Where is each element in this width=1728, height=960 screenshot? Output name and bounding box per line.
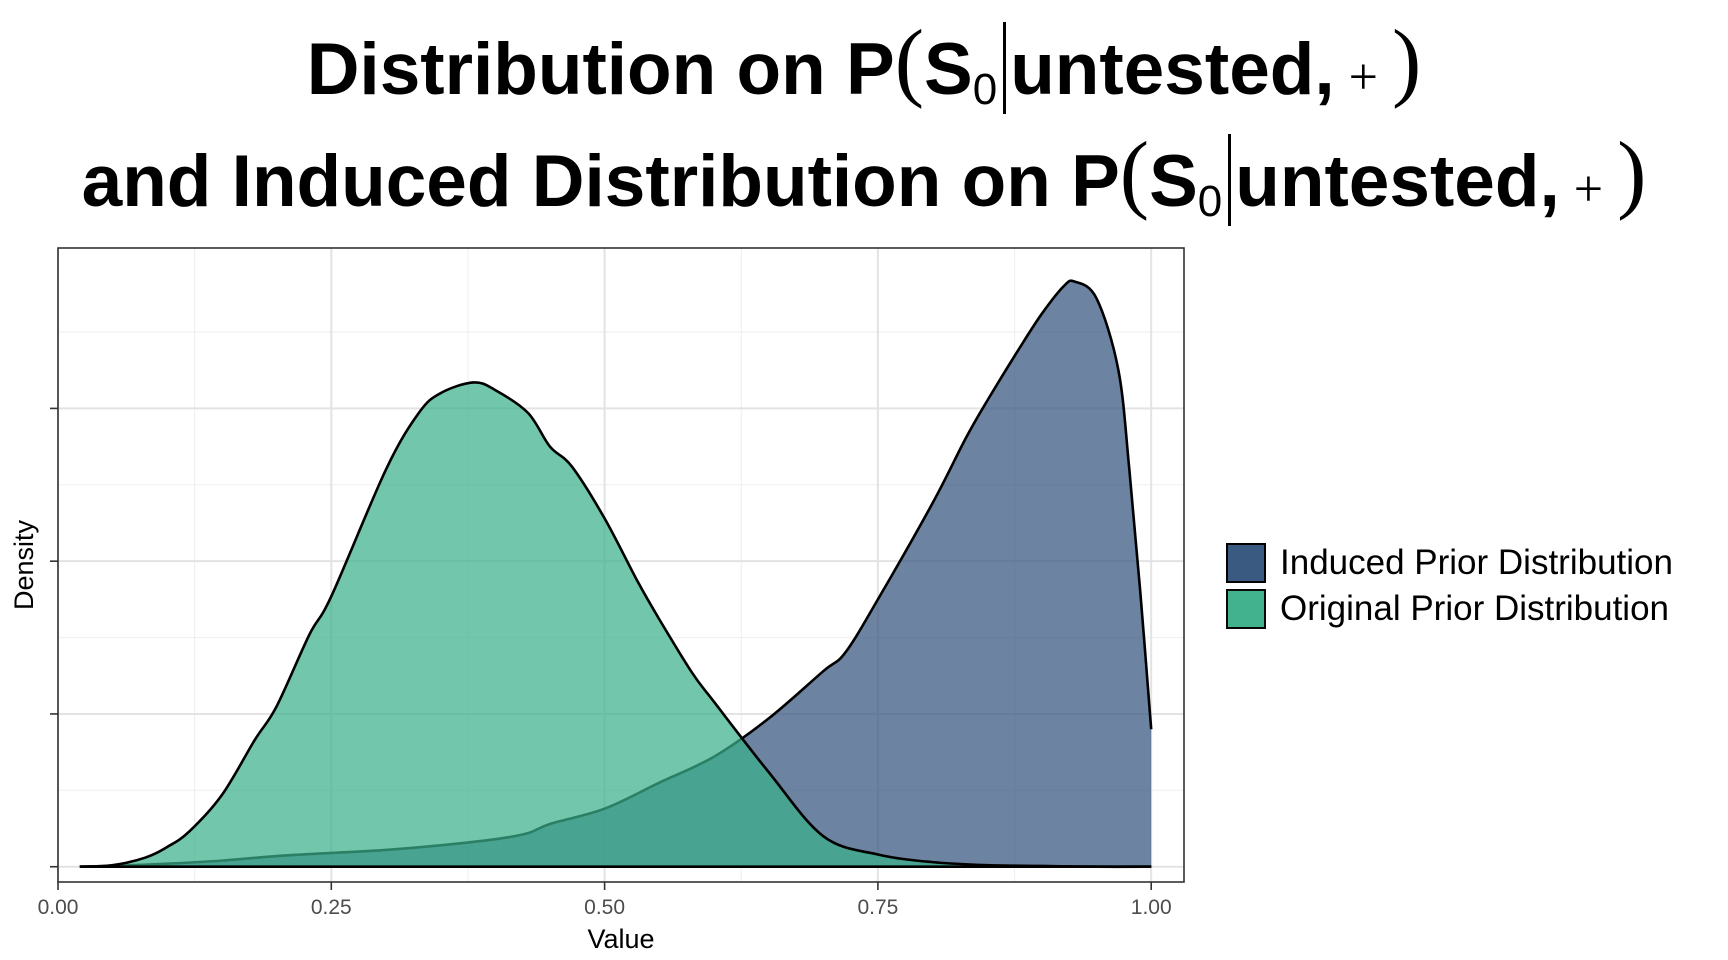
chart-title-line-2: and Induced Distribution on P(S0 untested… [81, 125, 1647, 226]
legend-item-induced: Induced Prior Distribution [1226, 540, 1673, 586]
density-area-original [79, 382, 1152, 867]
legend-label-induced: Induced Prior Distribution [1280, 543, 1673, 582]
x-axis-label: Value [587, 924, 654, 954]
y-axis-label: Density [9, 519, 39, 610]
legend-item-original: Original Prior Distribution [1226, 586, 1673, 632]
legend-swatch-original [1226, 589, 1266, 629]
x-tick-label: 0.25 [311, 896, 352, 919]
plot-border [57, 247, 1185, 883]
density-line-original [79, 381, 1152, 869]
density-area-induced [79, 280, 1152, 867]
legend: Induced Prior Distribution Original Prio… [1226, 540, 1673, 632]
x-tick-label: 0.50 [584, 896, 625, 919]
x-tick-label: 0.00 [38, 896, 79, 919]
x-tick-label: 1.00 [1131, 896, 1172, 919]
legend-label-original: Original Prior Distribution [1280, 589, 1670, 628]
x-tick-label: 0.75 [857, 896, 898, 919]
chart-title-line-1: Distribution on P(S0 untested, +) [306, 13, 1422, 114]
legend-swatch-induced [1226, 543, 1266, 583]
